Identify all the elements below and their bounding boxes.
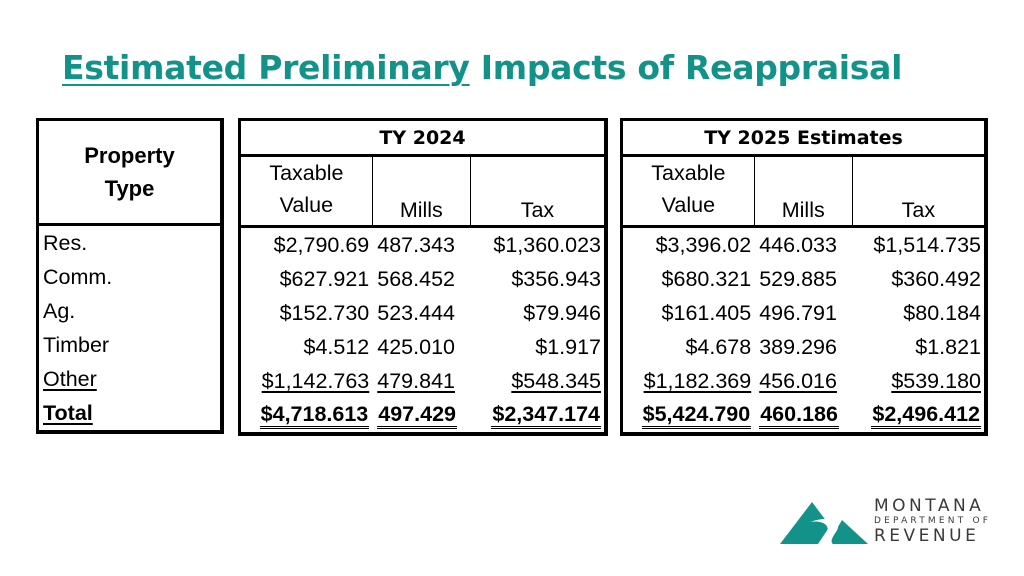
property-type-table: Property Type Res. Comm. Ag. Timber Othe… (36, 118, 224, 434)
ty2025-year-header: TY 2025 Estimates (621, 119, 986, 157)
tax-cell: $2,347.174 (470, 398, 606, 434)
value-text: $5,424.790 (641, 402, 752, 429)
total-row: $4,718.613 497.429 $2,347.174 (240, 398, 607, 434)
tax-text: $539.180 (891, 368, 981, 393)
ty2025-taxable-value-header: Taxable Value (621, 155, 755, 228)
ty2024-taxable-value-header: Taxable Value (239, 155, 373, 228)
value-line: Value (661, 193, 716, 217)
logo-line-montana: MONTANA (874, 496, 985, 516)
table-row: $152.730 523.444 $79.946 (240, 296, 607, 330)
property-type-header: Property Type (37, 119, 222, 226)
table-row: $1,142.763 479.841 $548.345 (240, 364, 607, 398)
tax-text: $2,347.174 (491, 402, 601, 429)
mills-text: 456.016 (759, 368, 837, 393)
taxable-line: Taxable (651, 161, 726, 185)
mills-cell: 456.016 (754, 364, 852, 398)
value-cell: $4.512 (303, 334, 370, 359)
tax-cell: $539.180 (852, 364, 986, 398)
table-row: $4.678 389.296 $1.821 (622, 330, 987, 364)
table-row: $3,396.02 446.033 $1,514.735 (622, 227, 987, 263)
tax-cell: $1.917 (535, 334, 601, 359)
tax-cell: $2,496.412 (852, 398, 986, 434)
value-cell: $3,396.02 (655, 232, 752, 257)
value-cell: $4,718.613 (240, 398, 373, 434)
mills-cell: 568.452 (377, 266, 455, 291)
tax-text: $548.345 (511, 368, 601, 393)
ty2024-year-header: TY 2024 (239, 119, 606, 157)
row-label-total: Total (38, 396, 223, 432)
value-cell: $152.730 (279, 300, 370, 325)
value-cell: $627.921 (279, 266, 370, 291)
value-cell: $1,142.763 (240, 364, 373, 398)
ty2025-mills-header: Mills (754, 155, 853, 228)
tax-cell: $1.821 (915, 334, 981, 359)
logo-wordmark: MONTANA DEPARTMENT OF REVENUE (874, 497, 991, 545)
tax-cell: $360.492 (891, 266, 981, 291)
total-row: $5,424.790 460.186 $2,496.412 (622, 398, 987, 434)
other-label: Other (43, 366, 97, 391)
tax-text: $2,496.412 (871, 402, 981, 429)
mills-cell: 497.429 (372, 398, 470, 434)
tax-cell: $1,360.023 (493, 232, 601, 257)
value-text: $1,182.369 (643, 368, 752, 393)
mountain-right-shape (828, 520, 868, 544)
mills-text: 497.429 (377, 402, 457, 429)
table-row: $161.405 496.791 $80.184 (622, 296, 987, 330)
ty2024-tax-header: Tax (470, 155, 606, 228)
value-cell: $680.321 (661, 266, 752, 291)
value-cell: $4.678 (685, 334, 752, 359)
value-cell: $1,182.369 (622, 364, 755, 398)
tax-cell: $80.184 (903, 300, 981, 325)
ty2025-table: TY 2025 Estimates Taxable Value Mills Ta… (620, 118, 988, 436)
row-label-ag: Ag. (43, 298, 76, 323)
mills-cell: 529.885 (759, 266, 837, 291)
taxable-line: Taxable (269, 161, 344, 185)
header-line-1: Property (84, 143, 175, 168)
value-line: Value (279, 193, 334, 217)
table-row: $2,790.69 487.343 $1,360.023 (240, 227, 607, 263)
mills-cell: 523.444 (377, 300, 455, 325)
ty2025-tax-header: Tax (852, 155, 986, 228)
ty2024-table: TY 2024 Taxable Value Mills Tax $2,790.6… (238, 118, 608, 436)
title-underlined-part: Estimated Preliminary (62, 48, 470, 87)
mills-cell: 479.841 (372, 364, 470, 398)
mills-cell: 496.791 (759, 300, 837, 325)
mills-text: 460.186 (759, 402, 839, 429)
value-cell: $161.405 (661, 300, 752, 325)
table-row: $1,182.369 456.016 $539.180 (622, 364, 987, 398)
montana-revenue-logo-icon (780, 502, 868, 546)
mills-cell: 425.010 (377, 334, 455, 359)
value-text: $1,142.763 (261, 368, 370, 393)
mills-cell: 446.033 (759, 232, 837, 257)
mills-cell: 389.296 (759, 334, 837, 359)
value-text: $4,718.613 (259, 402, 370, 429)
tax-cell: $79.946 (523, 300, 601, 325)
tax-cell: $1,514.735 (873, 232, 981, 257)
mills-cell: 460.186 (754, 398, 852, 434)
mountain-left-shape (780, 502, 830, 544)
row-label-other: Other (38, 362, 223, 396)
row-label-timber: Timber (43, 332, 110, 357)
river-swoosh-shape (810, 519, 839, 546)
tax-cell: $356.943 (511, 266, 601, 291)
ty2024-mills-header: Mills (372, 155, 471, 228)
logo-line-department: DEPARTMENT OF (874, 516, 992, 526)
tax-cell: $548.345 (470, 364, 606, 398)
row-label-comm: Comm. (43, 264, 113, 289)
total-label: Total (43, 400, 93, 425)
value-cell: $5,424.790 (622, 398, 755, 434)
mills-cell: 487.343 (377, 232, 455, 257)
table-row: $627.921 568.452 $356.943 (240, 262, 607, 296)
header-line-2: Type (104, 176, 155, 201)
row-label-res: Res. (43, 230, 88, 255)
slide-title: Estimated Preliminary Impacts of Reappra… (62, 48, 902, 98)
logo-line-revenue: REVENUE (874, 526, 980, 546)
table-row: $4.512 425.010 $1.917 (240, 330, 607, 364)
title-rest: Impacts of Reappraisal (469, 48, 903, 87)
value-cell: $2,790.69 (273, 232, 370, 257)
mills-text: 479.841 (377, 368, 455, 393)
table-row: $680.321 529.885 $360.492 (622, 262, 987, 296)
